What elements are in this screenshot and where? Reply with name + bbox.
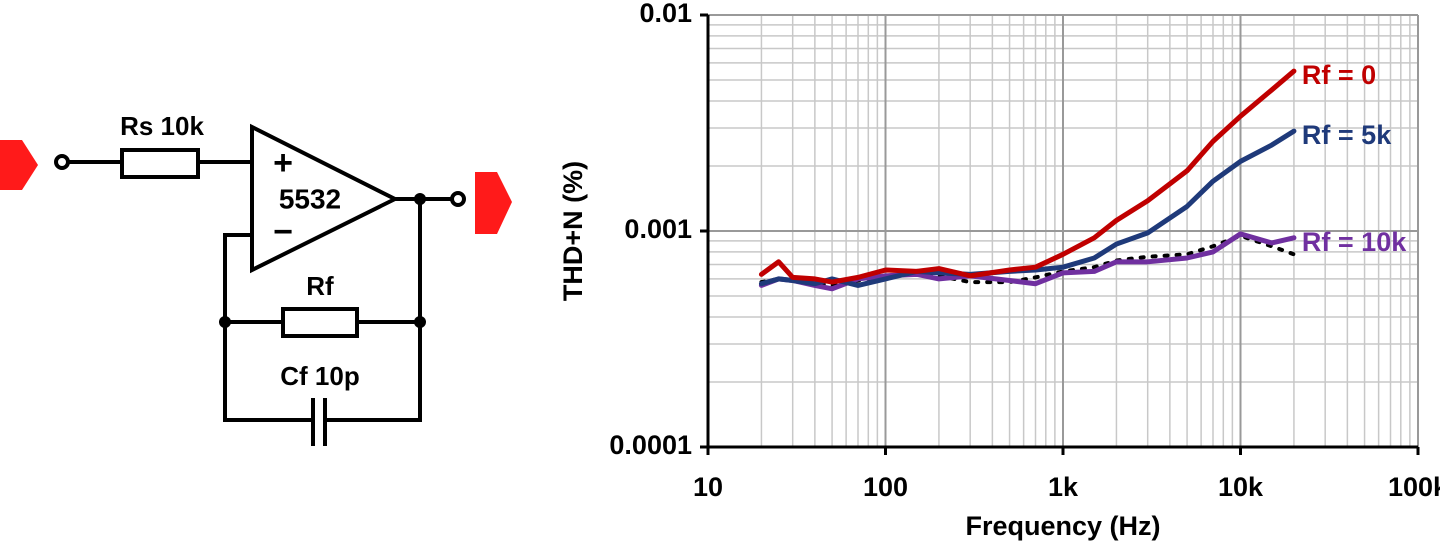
output-arrow xyxy=(475,172,512,234)
node xyxy=(414,193,426,205)
output-terminal xyxy=(450,191,466,207)
input-terminal xyxy=(54,154,70,170)
label: Rf xyxy=(306,271,334,301)
label: Rs 10k xyxy=(120,111,204,141)
input-arrow xyxy=(0,140,38,190)
circuit: Rs 10k + 5532 − Rf Cf 10p xyxy=(0,111,512,446)
x-axis-label: Frequency (Hz) xyxy=(965,511,1160,541)
series-label: Rf = 5k xyxy=(1302,120,1392,150)
resistor-rf xyxy=(281,307,359,338)
series-line xyxy=(758,231,1297,292)
x-tick-label: 100 xyxy=(863,472,908,502)
label: − xyxy=(273,213,293,251)
x-tick-label: 10k xyxy=(1218,472,1264,502)
label: + xyxy=(273,144,293,182)
chart: Frequency (Hz) THD+N (%) 10 100 1k 10k 100k 0… xyxy=(558,0,1440,541)
label: 5532 xyxy=(279,183,341,214)
x-tick-label: 100k xyxy=(1388,472,1440,502)
series-line xyxy=(758,128,1297,288)
capacitor-cf xyxy=(311,398,327,446)
series-label: Rf = 0 xyxy=(1302,60,1376,90)
y-tick-label: 0.001 xyxy=(624,214,692,244)
x-tick-label: 10 xyxy=(693,472,723,502)
y-axis-label: THD+N (%) xyxy=(558,161,588,301)
x-tick-label: 1k xyxy=(1048,472,1079,502)
y-tick-label: 0.0001 xyxy=(609,430,692,460)
series-line xyxy=(758,68,1297,285)
y-tick-label: 0.01 xyxy=(639,0,692,28)
opamp xyxy=(250,123,400,274)
resistor-rs xyxy=(120,148,200,179)
node xyxy=(414,316,426,328)
node xyxy=(219,316,231,328)
label: Cf 10p xyxy=(280,361,359,391)
series-label: Rf = 10k xyxy=(1302,227,1407,257)
